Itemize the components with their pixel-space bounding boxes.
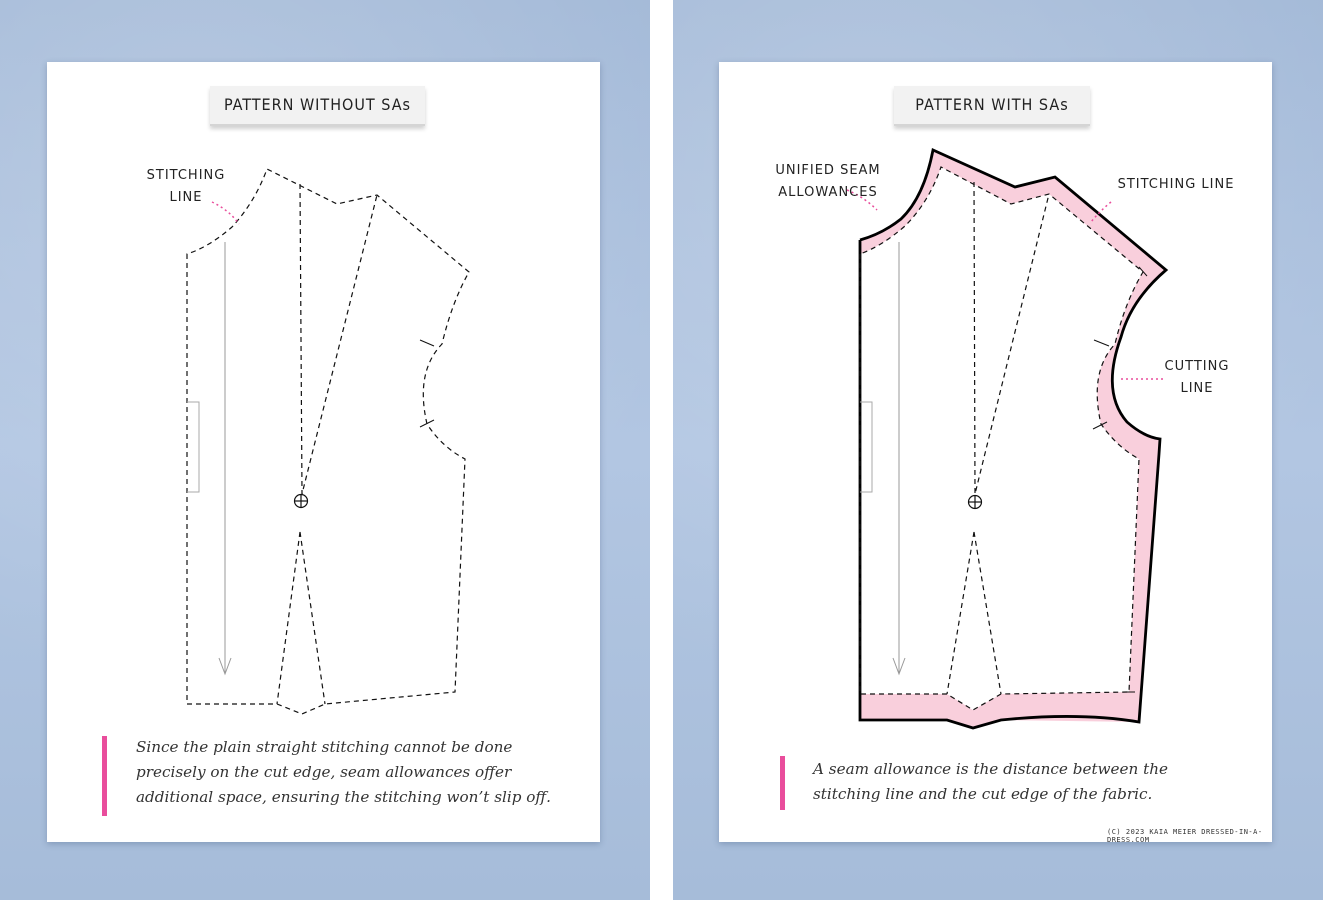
stitching-line bbox=[186, 168, 470, 715]
annotation-text: ALLOWANCES bbox=[778, 185, 878, 200]
notch-mark bbox=[1093, 339, 1110, 347]
annotation-stitching-line: STITCHING LINE bbox=[1117, 177, 1235, 192]
annotation-unified-seam-allowances: UNIFIED SEAM ALLOWANCES bbox=[773, 160, 883, 204]
annotation-text: LINE bbox=[169, 190, 203, 205]
fold-bracket bbox=[860, 401, 873, 493]
corner-mark bbox=[1138, 266, 1148, 277]
waist-dart-lower bbox=[946, 531, 1002, 695]
center-marker bbox=[293, 493, 309, 509]
bust-dart-upper bbox=[973, 181, 1050, 495]
notch-mark bbox=[419, 419, 435, 428]
cutting-line bbox=[858, 147, 1169, 730]
notch-mark bbox=[419, 339, 435, 347]
fold-bracket bbox=[187, 401, 200, 493]
title-label: PATTERN WITHOUT SAs bbox=[210, 86, 425, 126]
right-panel: PATTERN WITH SAs bbox=[673, 0, 1323, 900]
bodice-pattern-without-sa bbox=[186, 168, 470, 715]
seam-allowance-area bbox=[860, 150, 1166, 728]
annotation-stitching-line: STITCHING LINE bbox=[141, 165, 231, 209]
copyright-credit: (C) 2023 KAIA MEIER DRESSED-IN-A-DRESS.C… bbox=[1107, 828, 1263, 844]
title-label: PATTERN WITH SAs bbox=[894, 86, 1090, 126]
note-text: Since the plain straight stitching canno… bbox=[136, 738, 552, 806]
bodice-pattern-with-sa bbox=[846, 147, 1169, 730]
pattern-sheet-with-sa: PATTERN WITH SAs bbox=[719, 62, 1272, 844]
bust-dart-upper bbox=[299, 183, 378, 495]
note-accent-bar bbox=[102, 736, 107, 816]
grainline-arrow bbox=[218, 242, 232, 676]
left-panel: PATTERN WITHOUT SAs bbox=[0, 0, 650, 900]
pattern-sheet-without-sa: PATTERN WITHOUT SAs bbox=[47, 62, 600, 842]
annotation-text: LINE bbox=[1180, 381, 1214, 396]
grainline-arrow bbox=[892, 242, 906, 676]
stitching-line bbox=[859, 166, 1144, 711]
annotation-text: STITCHING bbox=[146, 168, 226, 183]
annotation-leaders bbox=[846, 189, 1164, 380]
waist-dart-lower bbox=[276, 531, 326, 705]
note-accent-bar bbox=[780, 756, 785, 810]
annotation-cutting-line: CUTTING LINE bbox=[1161, 356, 1233, 400]
annotation-text: CUTTING bbox=[1164, 359, 1230, 374]
center-marker bbox=[967, 494, 983, 510]
annotation-text: UNIFIED SEAM bbox=[775, 163, 881, 178]
notch-mark bbox=[1092, 421, 1108, 430]
note-text: A seam allowance is the distance between… bbox=[813, 760, 1169, 803]
